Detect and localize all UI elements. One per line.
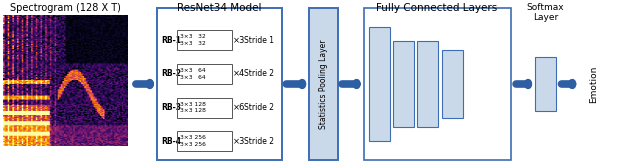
Text: RB-1: RB-1 <box>161 36 181 45</box>
Text: RB-2: RB-2 <box>161 69 181 78</box>
Text: Stride 2: Stride 2 <box>244 103 274 112</box>
Text: 3×3   64: 3×3 64 <box>180 68 206 73</box>
Text: Fully Connected Layers: Fully Connected Layers <box>376 3 498 13</box>
Text: 256: 256 <box>447 76 457 92</box>
Text: ×6: ×6 <box>233 103 245 112</box>
FancyBboxPatch shape <box>157 8 282 160</box>
Text: Emotion: Emotion <box>589 65 598 103</box>
Text: ×4: ×4 <box>233 69 245 78</box>
Text: Stride 2: Stride 2 <box>244 69 274 78</box>
Text: 4: 4 <box>543 79 548 89</box>
FancyBboxPatch shape <box>442 50 463 118</box>
Text: 3×3 256: 3×3 256 <box>180 135 206 140</box>
Text: Softmax
Layer: Softmax Layer <box>527 3 564 22</box>
Text: ×3: ×3 <box>233 36 245 45</box>
FancyBboxPatch shape <box>393 41 414 127</box>
Text: Spectrogram (128 X T): Spectrogram (128 X T) <box>10 3 121 13</box>
Text: RB-4: RB-4 <box>161 137 181 146</box>
Text: RB-3: RB-3 <box>161 103 181 112</box>
Text: Statistics Pooling Layer: Statistics Pooling Layer <box>319 39 328 129</box>
Text: ResNet34 Model: ResNet34 Model <box>177 3 261 13</box>
Text: Stride 2: Stride 2 <box>244 137 274 146</box>
Text: 3×3 256: 3×3 256 <box>180 142 206 147</box>
FancyBboxPatch shape <box>417 41 438 127</box>
Text: ×3: ×3 <box>233 137 245 146</box>
Text: 3×3   64: 3×3 64 <box>180 75 206 80</box>
FancyBboxPatch shape <box>369 27 390 141</box>
FancyBboxPatch shape <box>364 8 511 160</box>
Text: 3×3 128: 3×3 128 <box>180 101 206 107</box>
FancyBboxPatch shape <box>535 57 556 111</box>
Text: Stride 1: Stride 1 <box>244 36 274 45</box>
FancyBboxPatch shape <box>309 8 338 160</box>
Text: 3×3   32: 3×3 32 <box>180 34 206 39</box>
Text: 512: 512 <box>399 76 408 92</box>
Text: 8192: 8192 <box>374 73 384 95</box>
Text: 3×3 128: 3×3 128 <box>180 109 206 114</box>
Text: 3×3   32: 3×3 32 <box>180 41 206 46</box>
Text: 512: 512 <box>423 76 433 92</box>
